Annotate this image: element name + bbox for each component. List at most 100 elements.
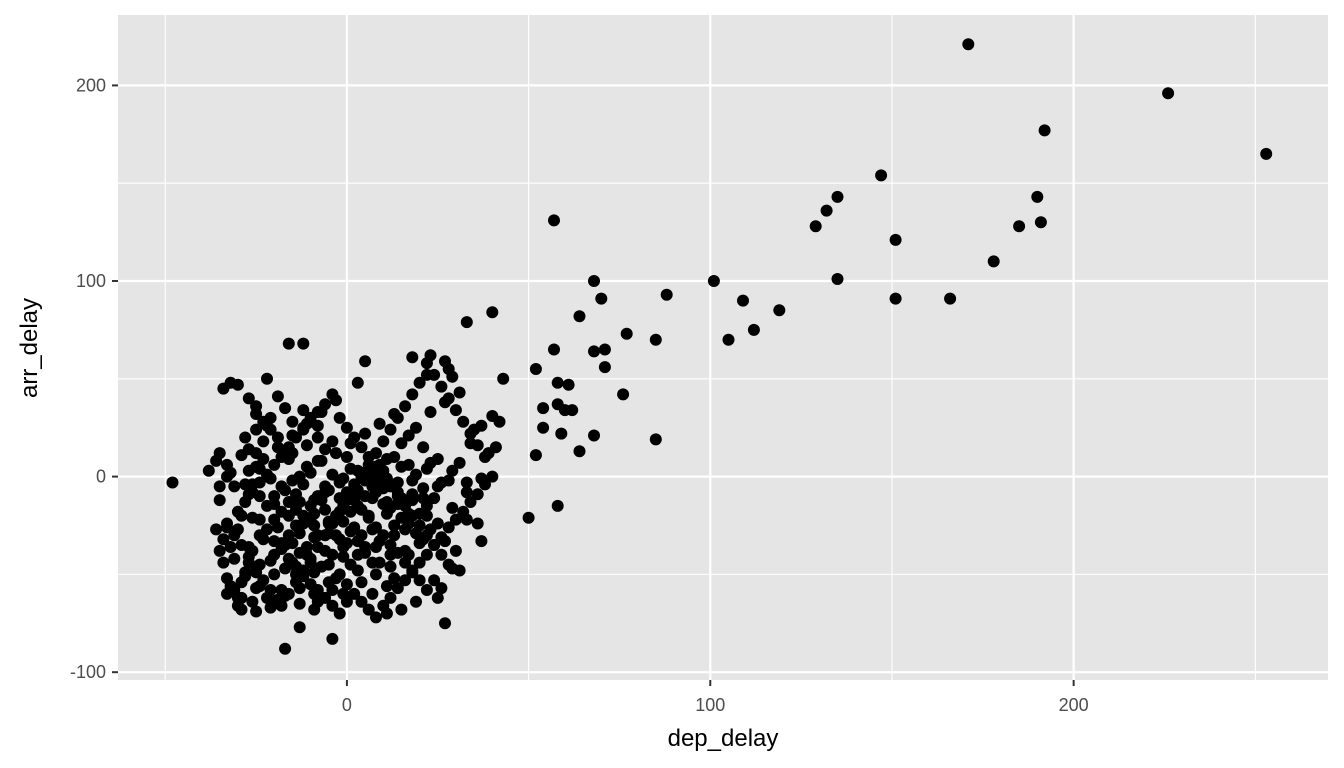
data-point — [402, 458, 415, 471]
data-point — [399, 400, 412, 413]
data-point — [308, 519, 321, 532]
data-point — [410, 421, 422, 434]
data-point — [889, 233, 902, 246]
data-point — [293, 621, 306, 634]
data-point — [286, 415, 299, 428]
data-point — [213, 480, 226, 493]
data-point — [340, 451, 353, 463]
data-point — [537, 402, 550, 415]
data-point — [202, 464, 215, 477]
data-point — [380, 507, 393, 520]
data-point — [344, 558, 357, 571]
data-point — [228, 480, 241, 493]
data-point — [388, 519, 401, 532]
data-point — [388, 572, 401, 585]
data-point — [246, 511, 259, 524]
data-point — [548, 343, 560, 356]
data-point — [406, 564, 419, 577]
data-point — [340, 537, 353, 550]
data-point — [261, 591, 273, 604]
data-point — [380, 607, 393, 620]
data-point — [617, 388, 630, 401]
data-point — [239, 496, 252, 508]
data-point — [348, 587, 361, 600]
data-point — [420, 548, 433, 561]
data-point — [453, 564, 466, 577]
data-point — [319, 503, 332, 516]
data-point — [213, 494, 226, 507]
data-point — [406, 351, 419, 364]
data-point — [308, 494, 321, 507]
x-tick-label: 100 — [695, 695, 725, 715]
data-point — [962, 38, 975, 51]
data-point — [486, 306, 499, 319]
data-point — [424, 523, 437, 536]
data-point — [747, 323, 760, 336]
data-point — [420, 584, 433, 596]
data-point — [337, 550, 350, 563]
data-point — [330, 394, 342, 407]
data-point — [286, 537, 299, 550]
major-grid — [118, 15, 1328, 680]
data-point — [221, 521, 233, 534]
data-point — [428, 539, 441, 551]
data-point — [820, 204, 833, 217]
data-point — [875, 169, 888, 182]
data-point — [293, 527, 306, 540]
data-point — [410, 595, 422, 608]
data-point — [286, 556, 299, 569]
y-axis-title: arr_delay — [16, 298, 43, 398]
data-point — [1034, 216, 1047, 229]
data-point — [333, 474, 346, 487]
data-point — [413, 537, 426, 550]
data-point — [428, 574, 441, 587]
data-point — [300, 439, 313, 452]
data-point — [384, 548, 397, 561]
data-point — [366, 556, 379, 569]
data-point — [264, 472, 277, 485]
data-point — [210, 454, 223, 467]
data-point — [311, 529, 324, 542]
data-points — [166, 38, 1273, 655]
data-point — [464, 437, 477, 450]
data-point — [213, 544, 226, 557]
data-point — [355, 576, 368, 589]
data-point — [598, 343, 611, 356]
data-point — [322, 576, 335, 589]
data-point — [435, 380, 448, 393]
data-point — [235, 509, 248, 522]
data-point — [446, 370, 459, 383]
data-point — [297, 517, 310, 530]
data-point — [595, 292, 608, 305]
data-point — [402, 429, 415, 442]
data-point — [384, 560, 397, 573]
data-point — [355, 529, 368, 542]
data-point — [446, 464, 459, 477]
data-point — [253, 476, 266, 489]
data-point — [250, 566, 263, 579]
data-point — [460, 513, 473, 526]
data-point — [424, 349, 437, 362]
data-point — [322, 558, 335, 571]
data-point — [417, 482, 430, 495]
data-point — [377, 435, 390, 448]
data-point — [300, 417, 313, 430]
data-point — [337, 515, 350, 528]
data-point — [344, 437, 357, 450]
data-point — [388, 529, 401, 542]
data-point — [439, 396, 451, 409]
data-point — [439, 535, 451, 548]
data-point — [311, 431, 324, 444]
data-point — [1162, 87, 1175, 100]
data-point — [413, 556, 426, 569]
data-point — [388, 451, 401, 463]
data-point — [373, 458, 386, 471]
data-point — [293, 582, 306, 595]
data-point — [337, 587, 350, 600]
data-point — [340, 578, 353, 591]
data-point — [231, 599, 244, 612]
data-point — [831, 190, 844, 203]
data-point — [370, 611, 382, 624]
data-point — [264, 601, 277, 614]
data-point — [410, 468, 422, 481]
